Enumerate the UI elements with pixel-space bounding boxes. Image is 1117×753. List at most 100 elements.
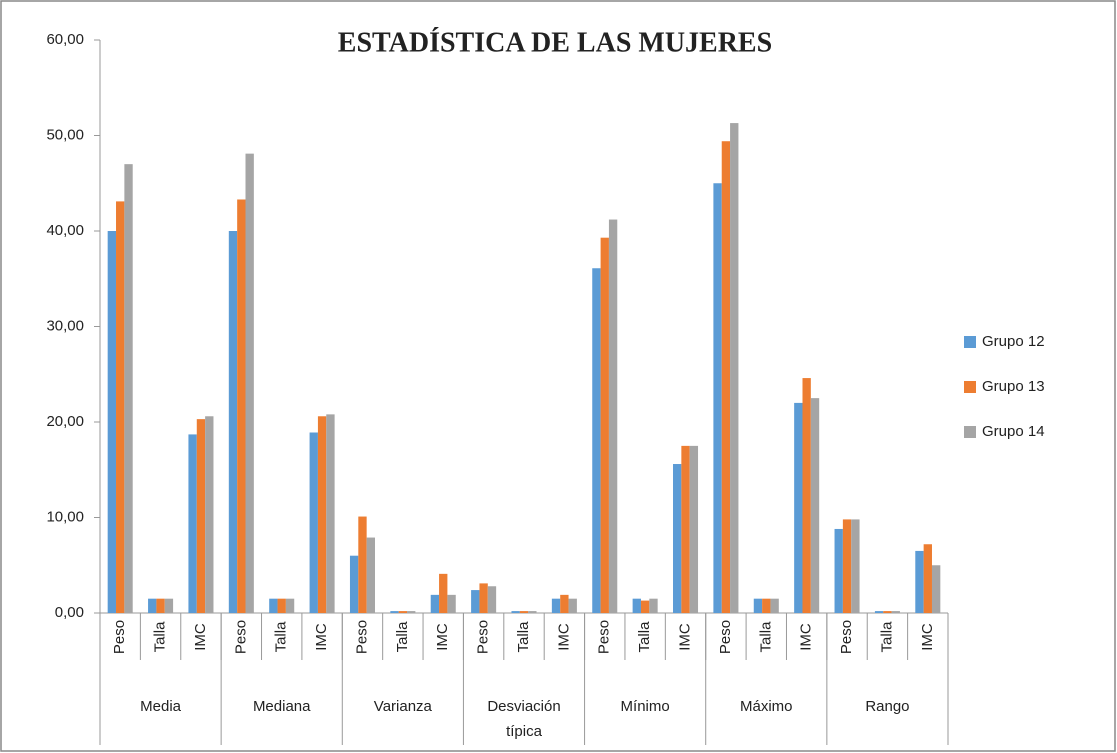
bar — [673, 464, 682, 613]
x-tick-label: Talla — [273, 621, 290, 653]
bar — [923, 544, 932, 613]
bar — [568, 598, 577, 613]
bar — [196, 419, 206, 613]
bar — [156, 598, 165, 613]
bar — [269, 598, 278, 613]
bar — [479, 583, 488, 613]
legend-swatch — [964, 336, 976, 348]
y-tick-label: 0,00 — [55, 604, 84, 621]
bar — [915, 550, 924, 613]
bar — [245, 153, 254, 613]
bar — [632, 598, 641, 613]
bar — [447, 594, 456, 613]
bar — [116, 201, 125, 613]
group-label: Mediana — [253, 698, 311, 715]
bar — [721, 141, 731, 614]
bar — [430, 594, 440, 613]
x-tick-label: Talla — [878, 621, 895, 653]
x-tick-label: Peso — [353, 620, 370, 654]
legend-label: Grupo 13 — [982, 378, 1045, 395]
bar — [851, 519, 860, 613]
bar — [205, 416, 214, 613]
bar — [608, 219, 618, 614]
bar — [730, 123, 739, 614]
bar — [794, 402, 803, 613]
group-label: Varianza — [374, 698, 433, 715]
y-tick-label: 10,00 — [46, 508, 84, 525]
x-tick-label: Talla — [515, 621, 532, 653]
legend-label: Grupo 12 — [982, 333, 1045, 350]
x-tick-label: Talla — [394, 621, 411, 653]
bar — [188, 434, 197, 613]
group-label: Desviación típica — [487, 698, 560, 740]
bar — [681, 445, 690, 613]
x-tick-label: Peso — [111, 620, 128, 654]
bar — [317, 416, 327, 613]
bar — [398, 611, 408, 613]
x-tick-label: IMC — [798, 623, 815, 651]
x-tick-label: Peso — [596, 620, 613, 654]
y-tick-label: 40,00 — [46, 222, 84, 239]
bar — [753, 598, 763, 613]
bar — [551, 598, 561, 613]
bar — [358, 516, 367, 613]
x-tick-label: IMC — [313, 623, 330, 651]
x-tick-label: Talla — [152, 621, 169, 653]
bar — [810, 398, 820, 613]
bar — [689, 445, 699, 613]
bar — [390, 611, 399, 613]
bar — [834, 528, 843, 613]
bar — [277, 598, 286, 613]
y-tick-label: 60,00 — [46, 31, 84, 48]
bar — [487, 586, 497, 613]
bar — [511, 611, 520, 613]
bar — [439, 573, 448, 613]
group-label: Máximo — [740, 698, 793, 715]
bar — [349, 555, 359, 613]
bar — [640, 600, 650, 613]
bar — [891, 611, 900, 613]
x-tick-label: IMC — [555, 623, 572, 651]
bar — [770, 598, 779, 613]
bar — [309, 432, 318, 613]
x-tick-label: Talla — [757, 621, 774, 653]
group-label: Rango — [865, 698, 909, 715]
group-label: Media — [140, 698, 182, 715]
x-tick-label: IMC — [919, 623, 936, 651]
bar — [592, 268, 601, 613]
chart-title: ESTADÍSTICA DE LAS MUJERES — [338, 27, 772, 58]
legend-swatch — [964, 381, 976, 393]
legend-swatch — [964, 426, 976, 438]
y-tick-label: 20,00 — [46, 413, 84, 430]
x-tick-label: Peso — [717, 620, 734, 654]
bar — [471, 590, 480, 613]
bar — [366, 537, 375, 613]
x-tick-label: Talla — [636, 621, 653, 653]
bar — [560, 594, 569, 613]
bar — [148, 598, 157, 613]
bar — [713, 183, 722, 613]
bar — [600, 237, 609, 613]
legend-label: Grupo 14 — [982, 423, 1045, 440]
x-tick-label: IMC — [192, 623, 209, 651]
bar — [931, 565, 941, 613]
x-tick-label: Peso — [838, 620, 855, 654]
x-tick-label: Peso — [232, 620, 249, 654]
bar — [883, 611, 892, 613]
x-tick-label: IMC — [676, 623, 693, 651]
bar — [407, 611, 416, 613]
bar — [519, 611, 529, 613]
bar — [874, 611, 884, 613]
group-label: Mínimo — [621, 698, 670, 715]
x-tick-label: Peso — [475, 620, 492, 654]
bar — [228, 231, 238, 613]
x-tick-label: IMC — [434, 623, 451, 651]
bar — [528, 611, 537, 613]
bar — [326, 414, 335, 613]
y-tick-label: 30,00 — [46, 317, 84, 334]
bar — [164, 598, 174, 613]
y-tick-label: 50,00 — [46, 126, 84, 143]
bar — [802, 378, 811, 613]
